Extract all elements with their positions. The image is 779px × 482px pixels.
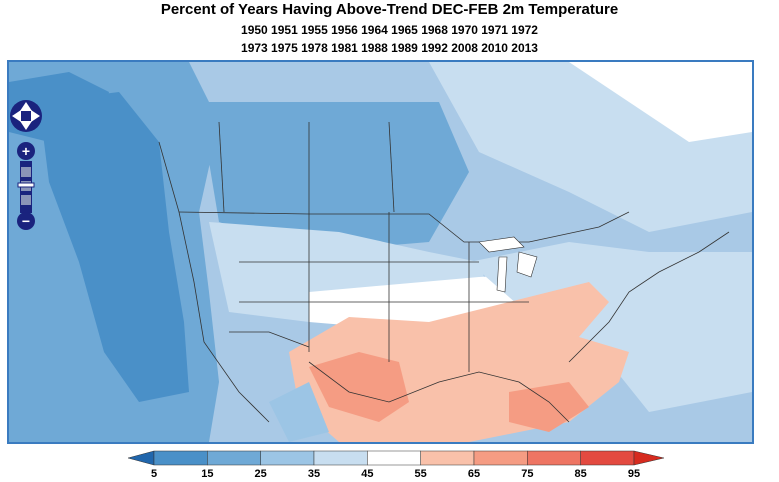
colorbar-bin: [153, 450, 208, 466]
colorbar-tick-label: 35: [307, 468, 321, 480]
colorbar-swatches: [127, 450, 665, 466]
lake-superior: [478, 236, 525, 253]
colorbar-bin: [207, 450, 261, 466]
light-zone-southwest: [269, 382, 329, 442]
temperature-map: [9, 62, 752, 442]
pan-up-icon[interactable]: [20, 102, 32, 111]
colorbar-tick-label: 5: [150, 468, 158, 480]
colorbar-bin: [260, 450, 315, 466]
pan-right-icon[interactable]: [31, 110, 40, 122]
pan-left-icon[interactable]: [12, 110, 21, 122]
pan-down-icon[interactable]: [20, 121, 32, 130]
colorbar: 5 15 25 35 45 55 65 75 85 95: [127, 450, 665, 482]
borders: [158, 121, 730, 423]
colorbar-bin: [527, 450, 581, 466]
west-coastline: [158, 141, 270, 423]
white-zone-east: [469, 242, 752, 412]
colorbar-tick-label: 65: [467, 468, 481, 480]
colorbar-arrow-low: [127, 450, 155, 466]
colorbar-bin: [367, 450, 421, 466]
colorbar-bin: [473, 450, 528, 466]
darkest-blue-zone-coast: [39, 92, 189, 402]
gulf-coastline: [308, 361, 570, 423]
colorbar-tick-label: 95: [627, 468, 641, 480]
colorbar-bin: [580, 450, 635, 466]
colorbar-tick-label: 25: [254, 468, 267, 480]
years-line-1: 1950 1951 1955 1956 1964 1965 1968 1970 …: [241, 23, 538, 37]
colorbar-tick-label: 45: [361, 468, 374, 480]
colorbar-tick-label: 85: [574, 468, 587, 480]
great-lakes: [478, 236, 538, 293]
zoom-tick-1: [21, 167, 31, 177]
blue-zone-canada: [199, 102, 469, 252]
map-title: Percent of Years Having Above-Trend DEC-…: [160, 1, 619, 18]
zoom-in-button[interactable]: [17, 142, 35, 160]
zoom-control: + −: [17, 142, 35, 230]
warm-zone-texas: [309, 352, 409, 422]
map-panel[interactable]: [7, 60, 754, 444]
years-line-2: 1973 1975 1978 1981 1988 1989 1992 2008 …: [241, 41, 538, 55]
mexico-border: [229, 331, 310, 348]
colorbar-tick-label: 55: [414, 468, 427, 480]
colorbar-tick-label: 15: [201, 468, 214, 480]
colorbar-bin: [313, 450, 368, 466]
lake-huron: [516, 251, 538, 278]
zoom-in-label: +: [22, 143, 30, 159]
pan-ring: [10, 100, 42, 132]
colorbar-tick-label: 75: [521, 468, 534, 480]
warm-zone-florida: [509, 382, 589, 432]
zoom-slider-handle[interactable]: [17, 182, 35, 188]
east-coastline: [568, 231, 730, 363]
province-line-3: [388, 121, 395, 213]
zoom-out-button[interactable]: [17, 212, 35, 230]
colorbar-bin: [420, 450, 475, 466]
zoom-out-label: −: [22, 213, 30, 229]
pan-control: [10, 100, 42, 132]
lake-michigan: [496, 256, 508, 293]
zoom-tick-3: [21, 195, 31, 205]
white-zone-arctic: [569, 62, 752, 142]
province-line-1: [218, 121, 225, 213]
colorbar-arrow-high: [633, 450, 665, 466]
